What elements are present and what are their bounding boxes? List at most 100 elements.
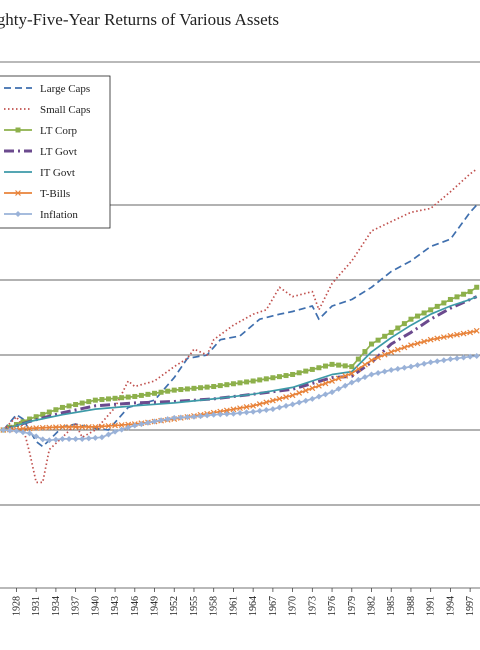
- x-tick-label: 1958: [209, 596, 220, 616]
- data-point: [66, 423, 72, 430]
- data-point: [362, 361, 368, 368]
- data-point: [276, 404, 283, 411]
- data-point: [407, 363, 414, 370]
- data-point: [79, 435, 86, 442]
- legend-item: T-Bills: [4, 188, 70, 200]
- data-point: [289, 401, 296, 408]
- data-point: [92, 397, 98, 403]
- data-point: [46, 424, 53, 431]
- data-point: [414, 340, 421, 347]
- data-point: [454, 294, 460, 300]
- data-point: [329, 389, 336, 396]
- data-point: [256, 401, 263, 408]
- data-point: [309, 395, 316, 402]
- data-point: [276, 374, 282, 380]
- data-point: [145, 391, 151, 397]
- data-point: [230, 410, 237, 417]
- data-point: [171, 387, 177, 393]
- series-large-caps: [2, 204, 478, 448]
- data-point: [428, 307, 434, 313]
- data-point: [243, 409, 250, 416]
- x-tick-label: 1934: [51, 596, 62, 616]
- data-point: [322, 380, 329, 387]
- data-point: [204, 384, 210, 390]
- data-point: [454, 331, 460, 338]
- series-line: [3, 295, 478, 431]
- data-point: [66, 435, 73, 442]
- data-point: [230, 381, 236, 387]
- data-point: [27, 416, 33, 422]
- data-point: [256, 407, 263, 414]
- data-point: [125, 394, 131, 400]
- data-point: [33, 433, 40, 440]
- data-point: [447, 296, 453, 302]
- data-point: [46, 409, 52, 415]
- data-point: [276, 395, 283, 402]
- data-point: [447, 356, 454, 363]
- data-point: [52, 424, 59, 431]
- data-point: [263, 399, 270, 406]
- series-t-bills: [0, 327, 480, 433]
- data-point: [283, 394, 289, 400]
- data-point: [414, 362, 421, 369]
- data-point: [369, 341, 375, 347]
- data-point: [427, 336, 434, 343]
- data-point: [198, 385, 204, 391]
- data-point: [197, 413, 204, 420]
- data-point: [250, 408, 257, 415]
- x-tick-label: 1976: [327, 596, 338, 616]
- data-point: [342, 363, 348, 369]
- data-point: [138, 392, 144, 398]
- x-tick-label: 1964: [248, 596, 259, 616]
- data-point: [92, 423, 99, 430]
- data-point: [112, 395, 118, 401]
- data-point: [13, 427, 20, 434]
- data-point: [217, 383, 223, 389]
- data-point: [210, 411, 217, 418]
- data-point: [283, 402, 290, 409]
- data-point: [158, 417, 165, 424]
- data-point: [342, 372, 349, 379]
- data-point: [72, 435, 79, 442]
- data-point: [394, 365, 401, 372]
- series-it-govt: [3, 295, 478, 431]
- x-tick-label: 1961: [228, 596, 239, 616]
- data-point: [33, 414, 39, 420]
- x-tick-label: 1970: [288, 596, 299, 616]
- data-point: [401, 364, 408, 371]
- data-point: [177, 414, 184, 421]
- data-point: [342, 382, 349, 389]
- data-point: [66, 403, 72, 409]
- data-point: [190, 413, 197, 420]
- data-point: [408, 316, 414, 322]
- data-point: [394, 346, 401, 353]
- data-point: [26, 425, 33, 432]
- data-point: [296, 390, 303, 396]
- data-point: [6, 427, 13, 434]
- x-tick-label: 1994: [445, 596, 456, 616]
- data-point: [46, 437, 53, 444]
- legend-label: Small Caps: [40, 104, 90, 116]
- data-point: [335, 385, 342, 392]
- data-point: [99, 397, 105, 403]
- data-point: [211, 384, 217, 390]
- data-point: [85, 423, 92, 430]
- data-point: [152, 390, 158, 396]
- legend-label: LT Corp: [40, 125, 77, 137]
- data-point: [131, 422, 138, 429]
- data-point: [421, 360, 428, 367]
- series-line: [2, 295, 478, 432]
- data-point: [303, 368, 309, 374]
- x-tick-label: 1937: [71, 596, 82, 616]
- data-point: [453, 355, 460, 362]
- data-point: [447, 332, 454, 339]
- legend-item: Inflation: [4, 209, 78, 221]
- data-point: [361, 374, 368, 381]
- x-tick-label: 1988: [406, 596, 417, 616]
- data-point: [461, 291, 467, 297]
- legend-label: IT Govt: [40, 167, 75, 179]
- data-point: [336, 362, 342, 368]
- data-point: [151, 418, 158, 425]
- data-point: [26, 430, 33, 437]
- data-point: [440, 334, 447, 341]
